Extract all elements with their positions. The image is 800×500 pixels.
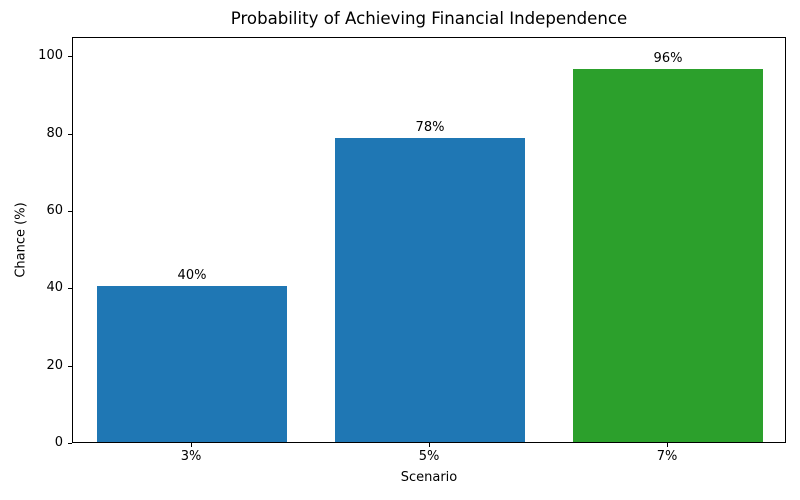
bar-7% [572, 69, 764, 442]
bar-value-label: 78% [415, 119, 445, 135]
y-tick-mark [68, 133, 72, 135]
x-tick-label: 5% [418, 449, 440, 464]
bar-5% [334, 137, 526, 442]
x-tick-label: 3% [180, 449, 202, 464]
x-axis-label: Scenario [400, 470, 458, 485]
y-tick-mark [68, 211, 72, 212]
bar-value-label: 96% [653, 51, 683, 67]
y-tick-label: 80 [46, 125, 63, 141]
y-tick-label: 40 [46, 280, 63, 296]
y-tick-label: 20 [46, 357, 63, 373]
y-tick-label: 0 [54, 435, 63, 450]
x-tick-mark [191, 443, 192, 447]
x-tick-label: 7% [656, 449, 678, 464]
chart-title: Probability of Achieving Financial Indep… [230, 9, 628, 28]
y-tick-mark [68, 443, 72, 444]
y-tick-mark [68, 365, 72, 367]
y-tick-mark [68, 288, 72, 290]
bar-3% [96, 285, 288, 442]
y-tick-mark [68, 56, 72, 58]
x-tick-mark [429, 443, 430, 447]
y-tick-label: 100 [38, 48, 63, 64]
bar-value-label: 40% [177, 267, 207, 283]
plot-area: 40% 78% 96% [72, 37, 786, 443]
x-tick-mark [667, 443, 668, 447]
y-tick-label: 60 [46, 203, 63, 218]
